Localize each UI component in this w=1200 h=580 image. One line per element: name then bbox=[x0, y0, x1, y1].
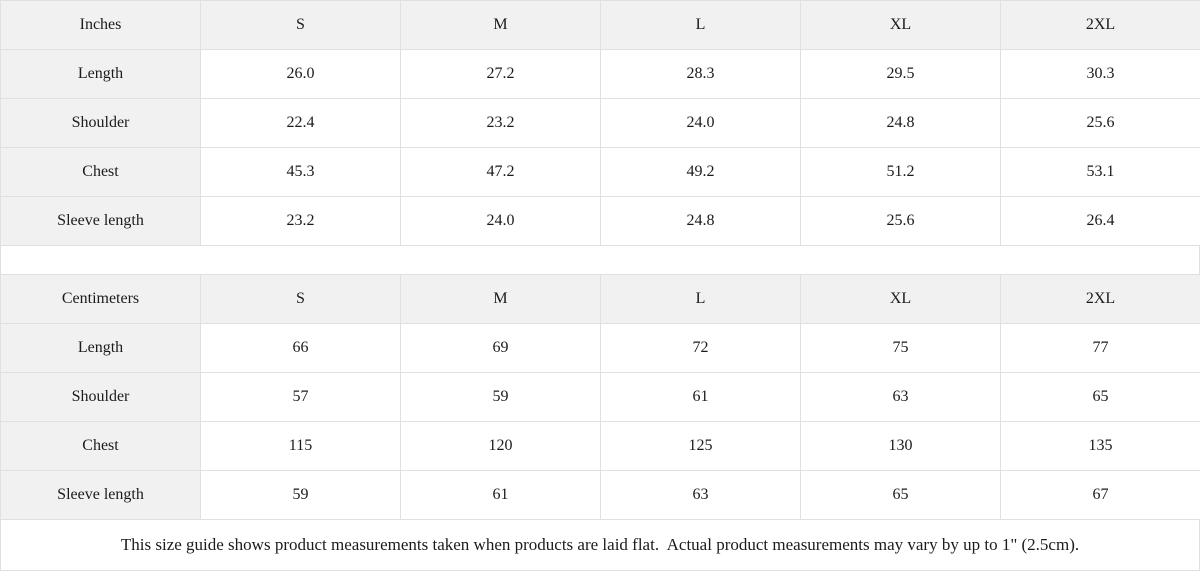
measurement-cell: 57 bbox=[200, 372, 401, 422]
measurement-cell: 77 bbox=[1000, 323, 1200, 373]
table-gap bbox=[0, 246, 1200, 274]
measurement-cell: 61 bbox=[400, 470, 601, 520]
table-row: Chest 45.3 47.2 49.2 51.2 53.1 bbox=[0, 147, 1200, 197]
unit-header-cell: Centimeters bbox=[0, 274, 201, 324]
measurement-cell: 65 bbox=[800, 470, 1001, 520]
measurement-cell: 24.0 bbox=[600, 98, 801, 148]
size-header-xl: XL bbox=[800, 0, 1001, 50]
row-label: Chest bbox=[0, 421, 201, 471]
size-header-xl: XL bbox=[800, 274, 1001, 324]
measurement-cell: 26.4 bbox=[1000, 196, 1200, 246]
row-label: Sleeve length bbox=[0, 196, 201, 246]
measurement-cell: 25.6 bbox=[1000, 98, 1200, 148]
table-row: Shoulder 57 59 61 63 65 bbox=[0, 372, 1200, 422]
measurement-cell: 25.6 bbox=[800, 196, 1001, 246]
size-header-l: L bbox=[600, 0, 801, 50]
measurement-cell: 135 bbox=[1000, 421, 1200, 471]
row-label: Chest bbox=[0, 147, 201, 197]
measurement-cell: 23.2 bbox=[200, 196, 401, 246]
measurement-cell: 29.5 bbox=[800, 49, 1001, 99]
size-header-m: M bbox=[400, 274, 601, 324]
measurement-cell: 72 bbox=[600, 323, 801, 373]
table-row: Chest 115 120 125 130 135 bbox=[0, 421, 1200, 471]
measurement-cell: 51.2 bbox=[800, 147, 1001, 197]
row-label: Shoulder bbox=[0, 98, 201, 148]
measurement-cell: 22.4 bbox=[200, 98, 401, 148]
size-header-2xl: 2XL bbox=[1000, 274, 1200, 324]
measurement-cell: 23.2 bbox=[400, 98, 601, 148]
measurement-cell: 63 bbox=[800, 372, 1001, 422]
measurement-cell: 66 bbox=[200, 323, 401, 373]
size-header-2xl: 2XL bbox=[1000, 0, 1200, 50]
measurement-cell: 45.3 bbox=[200, 147, 401, 197]
row-label: Sleeve length bbox=[0, 470, 201, 520]
size-header-m: M bbox=[400, 0, 601, 50]
measurement-cell: 67 bbox=[1000, 470, 1200, 520]
measurement-cell: 125 bbox=[600, 421, 801, 471]
measurement-cell: 47.2 bbox=[400, 147, 601, 197]
measurement-cell: 59 bbox=[200, 470, 401, 520]
measurement-cell: 69 bbox=[400, 323, 601, 373]
unit-header-cell: Inches bbox=[0, 0, 201, 50]
measurement-cell: 30.3 bbox=[1000, 49, 1200, 99]
measurement-cell: 24.8 bbox=[600, 196, 801, 246]
table-row: Sleeve length 59 61 63 65 67 bbox=[0, 470, 1200, 520]
measurement-cell: 26.0 bbox=[200, 49, 401, 99]
table-row: Shoulder 22.4 23.2 24.0 24.8 25.6 bbox=[0, 98, 1200, 148]
centimeters-table: Centimeters S M L XL 2XL Length 66 69 72… bbox=[0, 274, 1200, 520]
measurement-cell: 28.3 bbox=[600, 49, 801, 99]
row-label: Length bbox=[0, 323, 201, 373]
size-header-l: L bbox=[600, 274, 801, 324]
measurement-cell: 49.2 bbox=[600, 147, 801, 197]
size-header-row: Centimeters S M L XL 2XL bbox=[0, 274, 1200, 324]
measurement-cell: 120 bbox=[400, 421, 601, 471]
measurement-cell: 24.8 bbox=[800, 98, 1001, 148]
size-header-s: S bbox=[200, 274, 401, 324]
measurement-cell: 130 bbox=[800, 421, 1001, 471]
table-row: Length 26.0 27.2 28.3 29.5 30.3 bbox=[0, 49, 1200, 99]
size-header-row: Inches S M L XL 2XL bbox=[0, 0, 1200, 50]
measurement-cell: 115 bbox=[200, 421, 401, 471]
row-label: Length bbox=[0, 49, 201, 99]
inches-table: Inches S M L XL 2XL Length 26.0 27.2 28.… bbox=[0, 0, 1200, 246]
measurement-cell: 65 bbox=[1000, 372, 1200, 422]
measurement-cell: 53.1 bbox=[1000, 147, 1200, 197]
measurement-cell: 63 bbox=[600, 470, 801, 520]
measurement-cell: 59 bbox=[400, 372, 601, 422]
measurement-cell: 75 bbox=[800, 323, 1001, 373]
size-guide-note: This size guide shows product measuremen… bbox=[0, 520, 1200, 571]
measurement-cell: 61 bbox=[600, 372, 801, 422]
table-row: Sleeve length 23.2 24.0 24.8 25.6 26.4 bbox=[0, 196, 1200, 246]
row-label: Shoulder bbox=[0, 372, 201, 422]
size-header-s: S bbox=[200, 0, 401, 50]
measurement-cell: 24.0 bbox=[400, 196, 601, 246]
measurement-cell: 27.2 bbox=[400, 49, 601, 99]
table-row: Length 66 69 72 75 77 bbox=[0, 323, 1200, 373]
